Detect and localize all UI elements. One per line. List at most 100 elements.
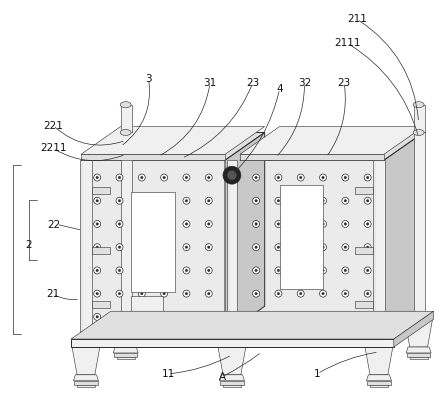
Polygon shape [218,347,246,375]
Circle shape [344,315,346,318]
Circle shape [255,200,257,202]
Circle shape [364,267,371,274]
Polygon shape [225,132,265,334]
Circle shape [366,223,369,225]
Circle shape [253,220,260,228]
Ellipse shape [413,130,424,135]
Bar [373,160,385,347]
Circle shape [342,244,349,251]
Circle shape [344,269,346,272]
Circle shape [299,200,302,202]
Circle shape [205,174,212,181]
Bar [74,381,97,385]
Bar [240,160,384,334]
Text: 3: 3 [145,74,152,84]
Circle shape [277,269,280,272]
Polygon shape [113,347,138,353]
Text: 2111: 2111 [334,38,361,48]
Circle shape [96,292,98,295]
Circle shape [183,290,190,297]
Text: 2: 2 [25,240,32,250]
Circle shape [138,197,145,204]
Circle shape [366,315,369,318]
Circle shape [366,176,369,179]
Circle shape [344,246,346,248]
Bar [77,385,95,387]
Polygon shape [219,375,245,381]
Polygon shape [112,319,140,347]
Circle shape [299,292,302,295]
Text: 21: 21 [47,289,60,299]
Bar [355,187,373,194]
Circle shape [185,176,188,179]
Circle shape [140,223,143,225]
Circle shape [364,313,371,320]
Circle shape [275,313,282,320]
Polygon shape [405,319,432,347]
Circle shape [163,269,165,272]
Circle shape [116,290,123,297]
Circle shape [275,220,282,228]
Polygon shape [71,311,434,339]
Circle shape [118,223,121,225]
Circle shape [118,315,121,318]
Circle shape [297,244,304,251]
Circle shape [277,176,280,179]
Circle shape [322,176,324,179]
Circle shape [118,176,121,179]
Bar [120,104,132,132]
Circle shape [183,313,190,320]
Circle shape [255,269,257,272]
Text: 23: 23 [338,78,351,88]
Circle shape [96,269,98,272]
Circle shape [342,197,349,204]
Polygon shape [384,132,424,334]
Bar [81,154,225,160]
Bar [223,385,241,387]
Circle shape [140,269,143,272]
Circle shape [275,267,282,274]
Bar [414,132,424,319]
Bar [120,132,132,319]
Ellipse shape [413,102,424,108]
Circle shape [185,269,188,272]
Circle shape [319,267,326,274]
Circle shape [207,292,210,295]
Circle shape [253,267,260,274]
Circle shape [118,269,121,272]
Circle shape [96,246,98,248]
Circle shape [299,223,302,225]
Circle shape [342,220,349,228]
Circle shape [207,176,210,179]
Circle shape [275,174,282,181]
Circle shape [163,223,165,225]
Circle shape [183,174,190,181]
Circle shape [277,223,280,225]
Circle shape [138,244,145,251]
Circle shape [163,200,165,202]
Bar [355,247,373,254]
Circle shape [161,267,167,274]
Circle shape [366,246,369,248]
Circle shape [140,200,143,202]
Circle shape [344,292,346,295]
Polygon shape [81,126,265,154]
Circle shape [185,246,188,248]
Circle shape [207,315,210,318]
Circle shape [297,197,304,204]
Circle shape [255,223,257,225]
Circle shape [205,244,212,251]
Polygon shape [394,311,434,347]
Circle shape [183,220,190,228]
Circle shape [277,315,280,318]
Circle shape [299,176,302,179]
Circle shape [96,315,98,318]
Bar [114,353,137,357]
Circle shape [277,246,280,248]
Bar [280,185,323,289]
Polygon shape [81,132,265,160]
Bar [220,381,244,385]
Circle shape [297,313,304,320]
Circle shape [344,223,346,225]
Circle shape [342,290,349,297]
